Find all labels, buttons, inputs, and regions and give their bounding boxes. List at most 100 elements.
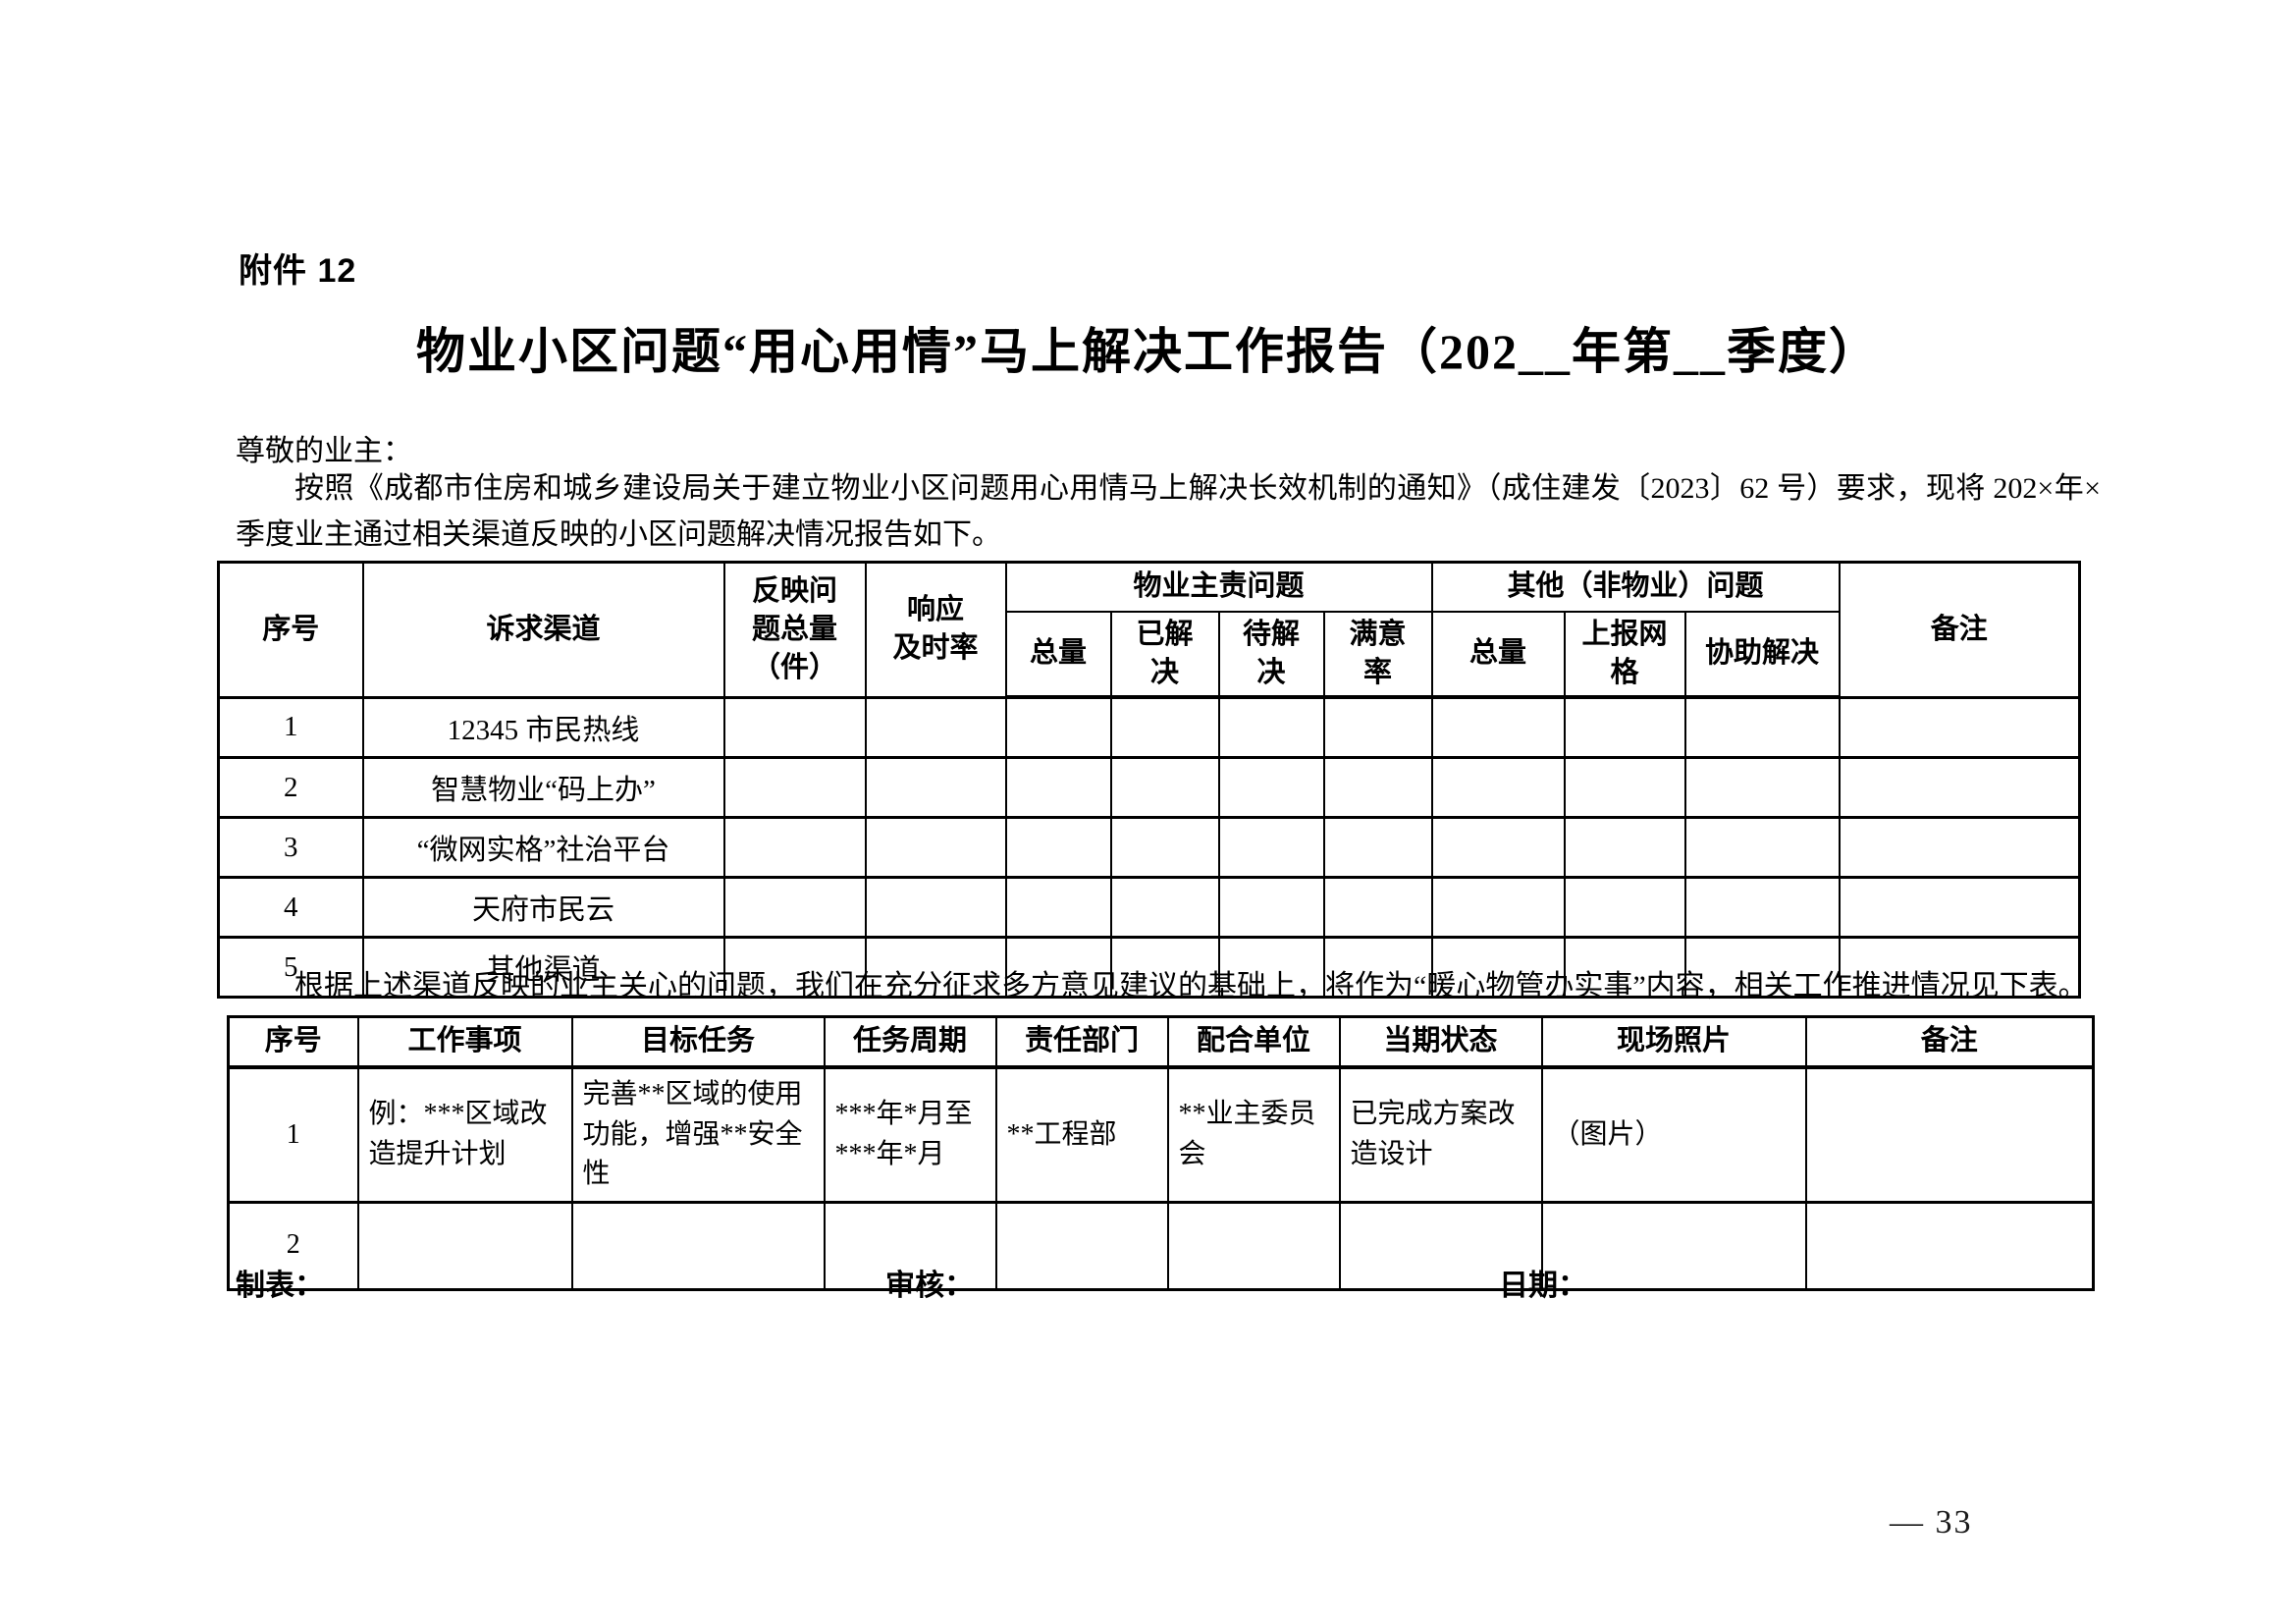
header-grid-report: 上报网 格 bbox=[1563, 611, 1686, 699]
page-number: — 33 bbox=[1890, 1504, 1973, 1541]
blank-cell bbox=[1322, 876, 1433, 939]
blank-cell bbox=[1217, 936, 1325, 999]
blank-cell bbox=[722, 756, 867, 819]
header-pending: 待解 决 bbox=[1217, 611, 1325, 699]
blank-cell bbox=[1338, 1200, 1543, 1291]
blank-cell bbox=[722, 936, 867, 999]
cell-seq: 2 bbox=[227, 1200, 359, 1291]
cell-work-item: 例：***区域改造提升计划 bbox=[356, 1065, 573, 1204]
cell-remarks bbox=[1804, 1065, 2095, 1204]
table-row: 2 bbox=[227, 1200, 2095, 1291]
cell-task-period: ***年*月至***年*月 bbox=[823, 1065, 997, 1204]
blank-cell bbox=[1683, 816, 1841, 879]
maker-label: 制表： bbox=[236, 1270, 324, 1302]
cell-seq: 4 bbox=[217, 876, 364, 939]
cell-seq: 5 bbox=[217, 936, 364, 999]
blank-cell bbox=[1217, 756, 1325, 819]
table-row: 3 “微网实格”社治平台 bbox=[217, 816, 2081, 879]
blank-cell bbox=[1004, 936, 1112, 999]
date-label: 日期： bbox=[1499, 1270, 1587, 1302]
blank-cell bbox=[1838, 695, 2081, 759]
blank-cell bbox=[864, 756, 1007, 819]
header-responsible-dept: 责任部门 bbox=[994, 1015, 1169, 1069]
header-property-group: 物业主责问题 bbox=[1004, 561, 1433, 613]
header-target-task: 目标任务 bbox=[570, 1015, 826, 1069]
complaint-channels-table: 序号 诉求渠道 反映问 题总量 （件） 响应 及时率 物业主责问题 其他（非物业… bbox=[217, 561, 2082, 999]
blank-cell bbox=[1838, 936, 2081, 999]
blank-cell bbox=[722, 816, 867, 879]
attachment-label: 附件 12 bbox=[239, 252, 357, 290]
blank-cell bbox=[1166, 1200, 1341, 1291]
header-other-total: 总量 bbox=[1430, 611, 1566, 699]
blank-cell bbox=[356, 1200, 573, 1291]
transition-paragraph: 根据上述渠道反映的业主关心的问题，我们在充分征求多方意见建议的基础上，将作为“暖… bbox=[294, 970, 2088, 1002]
blank-cell bbox=[1683, 936, 1841, 999]
blank-cell bbox=[1322, 816, 1433, 879]
blank-cell bbox=[1683, 695, 1841, 759]
header-site-photo: 现场照片 bbox=[1540, 1015, 1807, 1069]
header-total-reported: 反映问 题总量 （件） bbox=[722, 561, 867, 698]
table1-header-row-1: 序号 诉求渠道 反映问 题总量 （件） 响应 及时率 物业主责问题 其他（非物业… bbox=[217, 561, 2081, 698]
blank-cell bbox=[1430, 756, 1566, 819]
header-partner-unit: 配合单位 bbox=[1166, 1015, 1341, 1069]
header-current-status: 当期状态 bbox=[1338, 1015, 1543, 1069]
blank-cell bbox=[1540, 1200, 1807, 1291]
cell-site-photo: （图片） bbox=[1540, 1065, 1807, 1204]
blank-cell bbox=[1004, 695, 1112, 759]
blank-cell bbox=[1109, 876, 1220, 939]
cell-seq: 1 bbox=[217, 695, 364, 759]
page-title: 物业小区问题“用心用情”马上解决工作报告（202__年第__季度） bbox=[416, 324, 1880, 379]
blank-cell bbox=[1804, 1200, 2095, 1291]
blank-cell bbox=[1109, 756, 1220, 819]
cell-channel: 12345 市民热线 bbox=[361, 695, 725, 759]
blank-cell bbox=[1217, 695, 1325, 759]
blank-cell bbox=[570, 1200, 826, 1291]
blank-cell bbox=[1004, 876, 1112, 939]
cell-target-task: 完善**区域的使用功能，增强**安全性 bbox=[570, 1065, 826, 1204]
header-work-item: 工作事项 bbox=[356, 1015, 573, 1069]
blank-cell bbox=[823, 1200, 997, 1291]
blank-cell bbox=[864, 816, 1007, 879]
blank-cell bbox=[864, 876, 1007, 939]
cell-channel: “微网实格”社治平台 bbox=[361, 816, 725, 879]
blank-cell bbox=[1563, 876, 1686, 939]
header-satisfaction: 满意 率 bbox=[1322, 611, 1433, 699]
blank-cell bbox=[1109, 936, 1220, 999]
blank-cell bbox=[1563, 936, 1686, 999]
table-row: 4 天府市民云 bbox=[217, 876, 2081, 939]
header-property-total: 总量 bbox=[1004, 611, 1112, 699]
blank-cell bbox=[1217, 816, 1325, 879]
cell-seq: 2 bbox=[217, 756, 364, 819]
work-progress-table: 序号 工作事项 目标任务 任务周期 责任部门 配合单位 当期状态 现场照片 备注… bbox=[227, 1015, 2095, 1291]
cell-channel: 智慧物业“码上办” bbox=[361, 756, 725, 819]
table-row: 1 12345 市民热线 bbox=[217, 695, 2081, 759]
header-seq: 序号 bbox=[227, 1015, 359, 1069]
intro-paragraph: 按照《成都市住房和城乡建设局关于建立物业小区问题用心用情马上解决长效机制的通知》… bbox=[236, 472, 2101, 551]
table-row: 1 例：***区域改造提升计划 完善**区域的使用功能，增强**安全性 ***年… bbox=[227, 1065, 2095, 1204]
blank-cell bbox=[864, 695, 1007, 759]
header-response-rate: 响应 及时率 bbox=[864, 561, 1007, 698]
blank-cell bbox=[1109, 695, 1220, 759]
blank-cell bbox=[1683, 876, 1841, 939]
blank-cell bbox=[1563, 695, 1686, 759]
blank-cell bbox=[1838, 816, 2081, 879]
header-remarks: 备注 bbox=[1804, 1015, 2095, 1069]
cell-seq: 3 bbox=[217, 816, 364, 879]
blank-cell bbox=[1322, 756, 1433, 819]
blank-cell bbox=[1217, 876, 1325, 939]
signature-line: 制表： 审核： 日期： bbox=[0, 1261, 2296, 1302]
cell-responsible-dept: **工程部 bbox=[994, 1065, 1169, 1204]
blank-cell bbox=[1838, 876, 2081, 939]
blank-cell bbox=[722, 695, 867, 759]
table-row: 5 其他渠道 bbox=[217, 936, 2081, 999]
blank-cell bbox=[1430, 816, 1566, 879]
header-remarks: 备注 bbox=[1838, 561, 2081, 698]
blank-cell bbox=[1004, 756, 1112, 819]
salutation: 尊敬的业主： bbox=[236, 435, 412, 467]
cell-channel: 其他渠道 bbox=[361, 936, 725, 999]
blank-cell bbox=[1004, 816, 1112, 879]
blank-cell bbox=[1109, 816, 1220, 879]
blank-cell bbox=[1322, 936, 1433, 999]
blank-cell bbox=[994, 1200, 1169, 1291]
cell-seq: 1 bbox=[227, 1065, 359, 1204]
